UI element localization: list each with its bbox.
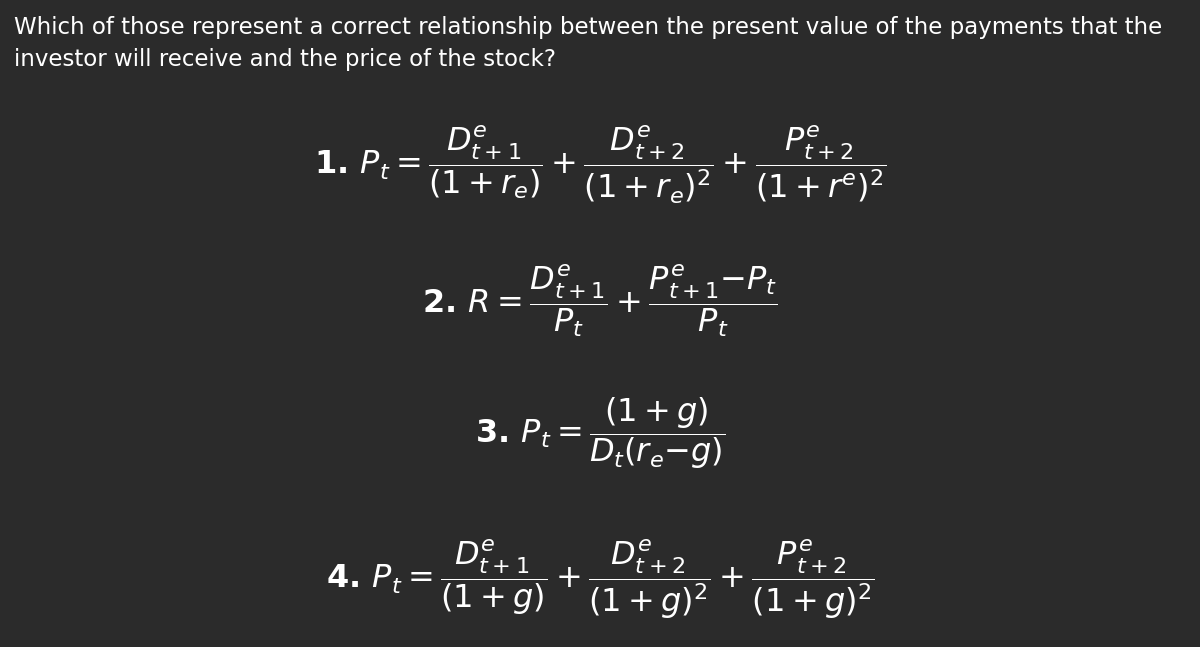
Text: Which of those represent a correct relationship between the present value of the: Which of those represent a correct relat… (14, 16, 1163, 71)
Text: $\mathbf{2.}\, R = \dfrac{D^e_{t+1}}{P_t} + \dfrac{P^e_{t+1}{-}P_t}{P_t}$: $\mathbf{2.}\, R = \dfrac{D^e_{t+1}}{P_t… (422, 263, 778, 339)
Text: $\mathbf{3.}\, P_t = \dfrac{(1+g)}{D_t(r_e{-}g)}$: $\mathbf{3.}\, P_t = \dfrac{(1+g)}{D_t(r… (475, 395, 725, 472)
Text: $\mathbf{1.}\, P_t = \dfrac{D^e_{t+1}}{(1+r_e)} + \dfrac{D^e_{t+2}}{(1+r_e)^2} +: $\mathbf{1.}\, P_t = \dfrac{D^e_{t+1}}{(… (313, 124, 887, 206)
Text: $\mathbf{4.}\, P_t = \dfrac{D^e_{t+1}}{(1+g)} + \dfrac{D^e_{t+2}}{(1+g)^2} + \df: $\mathbf{4.}\, P_t = \dfrac{D^e_{t+1}}{(… (326, 537, 874, 621)
